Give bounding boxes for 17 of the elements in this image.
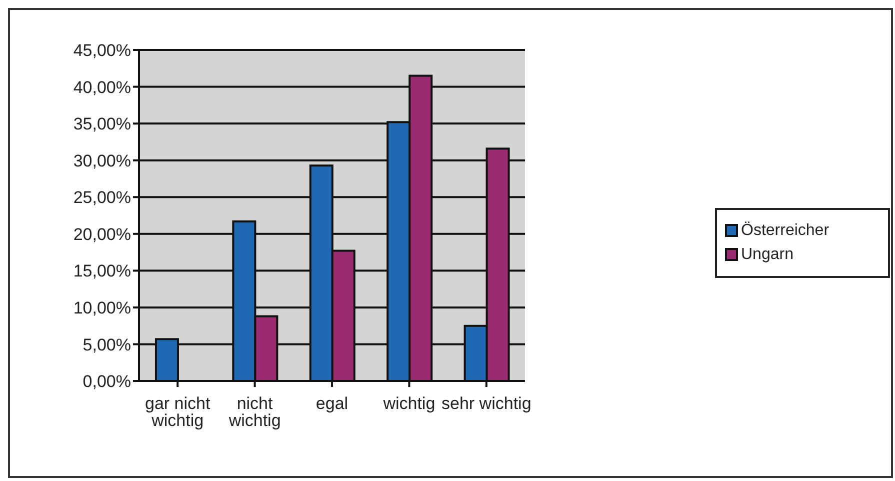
y-tick-label: 35,00% [73, 114, 131, 134]
x-tick-label: nicht wichtig [228, 394, 281, 430]
y-tick-label: 45,00% [73, 41, 131, 60]
x-tick-label: sehr wichtig [442, 394, 532, 414]
x-tick-label: gar nicht wichtig [145, 394, 210, 430]
y-tick-label: 25,00% [73, 188, 131, 208]
legend-label: Österreicher [741, 222, 830, 240]
y-tick-label: 40,00% [73, 78, 131, 97]
y-tick-label: 30,00% [73, 151, 131, 170]
y-tick-label: 10,00% [73, 298, 131, 318]
y-tick-label: 5,00% [82, 335, 131, 354]
y-tick-label: 20,00% [73, 224, 131, 244]
y-tick-label: 15,00% [73, 262, 131, 281]
x-tick-label: wichtig [382, 394, 436, 414]
x-tick-label: egal [316, 394, 348, 414]
legend-label: Ungarn [741, 246, 794, 264]
y-tick-label: 0,00% [82, 372, 131, 392]
